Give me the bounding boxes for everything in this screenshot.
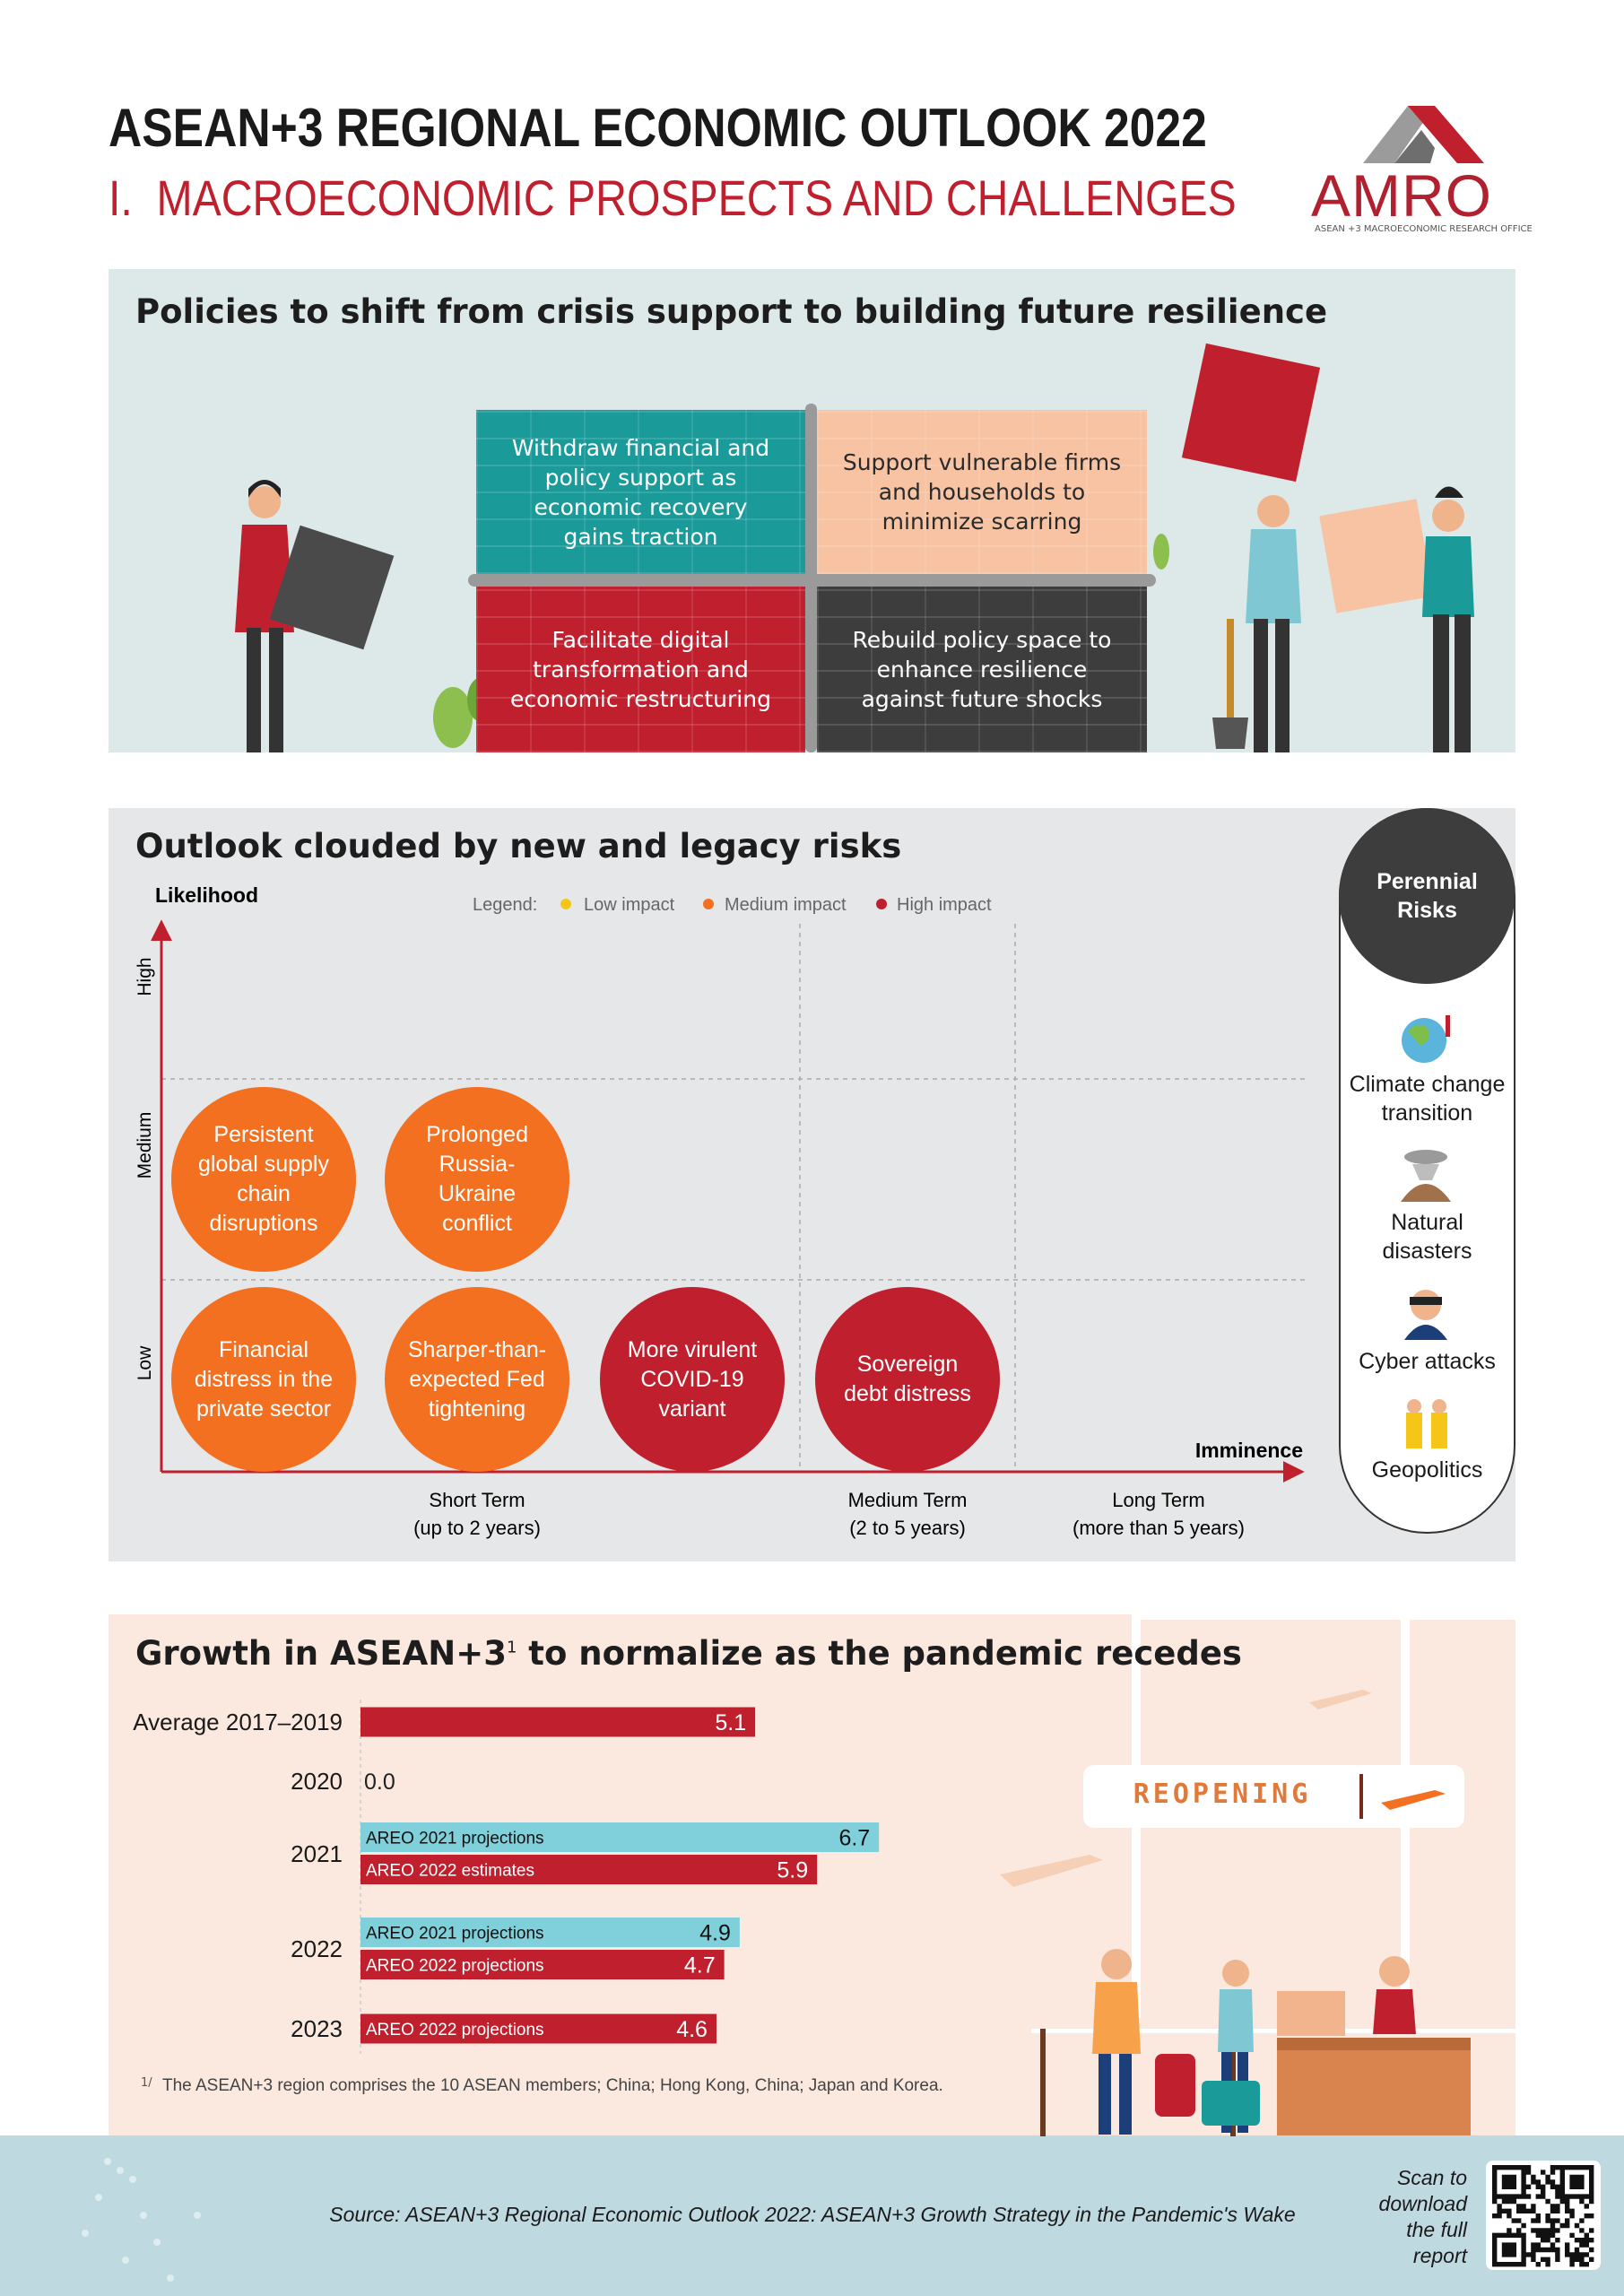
- perennial-item: Cyber attacks: [1359, 1349, 1496, 1374]
- risk-circle: Financial distress in the private sector: [171, 1287, 356, 1472]
- reopening-text: REOPENING: [1133, 1779, 1312, 1810]
- page-title: ASEAN+3 REGIONAL ECONOMIC OUTLOOK 2022: [109, 98, 1207, 158]
- title-footnote-ref: 1: [506, 1638, 517, 1657]
- sign-plane: [1381, 1790, 1446, 1810]
- logo-caption: ASEAN +3 MACROECONOMIC RESEARCH OFFICE: [1315, 224, 1533, 234]
- reopening-sign: [1083, 1765, 1464, 1828]
- footnote-marker: 1/: [141, 2076, 152, 2090]
- perennial-item: Natural disasters: [1382, 1210, 1472, 1264]
- bar: [360, 1707, 756, 1737]
- icon-cyber: [1404, 1290, 1447, 1340]
- icon-disaster: [1401, 1150, 1451, 1202]
- worker-figure: [1319, 486, 1474, 752]
- qr-code: [1492, 2165, 1594, 2267]
- legend-label: High impact: [897, 895, 992, 915]
- section-title: Growth in ASEAN+31 to normalize as the p…: [135, 1634, 1242, 1673]
- logo-mark: [1363, 106, 1484, 163]
- perennial-badge: [1339, 808, 1515, 984]
- policy-quadrant: Rebuild policy space to enhance resilien…: [817, 587, 1147, 752]
- perennial-item: Climate change transition: [1349, 1072, 1506, 1126]
- plane-silhouette: [1000, 1855, 1103, 1887]
- x-axis-title: Imminence: [1195, 1439, 1303, 1462]
- logo-text: AMRO: [1311, 162, 1492, 229]
- category-label: 2022: [291, 1935, 343, 1962]
- footnote: The ASEAN+3 region comprises the 10 ASEA…: [162, 2076, 943, 2095]
- section-title: Policies to shift from crisis support to…: [135, 292, 1328, 331]
- scan-note: Scan to download the full report: [1378, 2166, 1467, 2267]
- likelihood-label: Medium: [135, 1112, 155, 1179]
- bar: [360, 1855, 818, 1884]
- bar-series-label: AREO 2021 projections: [366, 1830, 544, 1848]
- worker-figure: [235, 480, 395, 752]
- bar-series-label: AREO 2021 projections: [366, 1925, 544, 1944]
- title-text: Growth in ASEAN+3: [135, 1634, 507, 1673]
- section-title: Outlook clouded by new and legacy risks: [135, 827, 902, 865]
- category-label: Average 2017–2019: [133, 1709, 343, 1735]
- policy-quadrant: Support vulnerable firms and households …: [817, 410, 1147, 574]
- policy-quadrant: Withdraw financial and policy support as…: [476, 410, 805, 574]
- value-label: 6.7: [838, 1826, 870, 1851]
- legend-dot: [560, 899, 571, 909]
- page-subtitle: I. MACROECONOMIC PROSPECTS AND CHALLENGE…: [109, 170, 1237, 226]
- risk-circle: Persistent global supply chain disruptio…: [171, 1087, 356, 1272]
- risk-circle: Sharper-than-expected Fed tightening: [385, 1287, 569, 1472]
- icon-climate: [1402, 1015, 1450, 1063]
- footer-band: [0, 2135, 1624, 2296]
- source-note: Source: ASEAN+3 Regional Economic Outloo…: [329, 2203, 1296, 2226]
- bar: [360, 1918, 740, 1947]
- term-range: (2 to 5 years): [849, 1517, 966, 1539]
- risk-grid: [161, 924, 1305, 1472]
- bar: [360, 1950, 725, 1979]
- category-label: 2020: [291, 1768, 343, 1795]
- risk-circle: Sovereign debt distress: [815, 1287, 1000, 1472]
- value-label: 5.9: [777, 1858, 808, 1883]
- bar-series-label: AREO 2022 projections: [366, 2021, 544, 2039]
- term-label: Short Term: [429, 1489, 525, 1511]
- plant: [1153, 534, 1169, 570]
- map-texture: [82, 2158, 201, 2282]
- term-range: (more than 5 years): [1073, 1517, 1245, 1539]
- value-label: 0.0: [364, 1770, 395, 1795]
- term-label: Medium Term: [848, 1489, 968, 1511]
- plant: [433, 678, 492, 748]
- bar-series-label: AREO 2022 projections: [366, 1957, 544, 1976]
- term-range: (up to 2 years): [413, 1517, 541, 1539]
- category-label: 2021: [291, 1840, 343, 1867]
- risk-circle: Prolonged Russia-Ukraine conflict: [385, 1087, 569, 1272]
- perennial-title: Perennial Risks: [1376, 869, 1478, 923]
- bar: [360, 1822, 880, 1852]
- bar-series-label: AREO 2022 estimates: [366, 1862, 534, 1881]
- travellers: [1031, 1949, 1515, 2136]
- wall-divider: [805, 404, 817, 752]
- value-label: 4.9: [699, 1921, 731, 1946]
- bar: [360, 2013, 716, 2044]
- term-label: Long Term: [1112, 1489, 1205, 1511]
- legend-dot: [703, 899, 714, 909]
- legend-label: Medium impact: [725, 895, 847, 915]
- likelihood-label: High: [135, 957, 155, 996]
- legend-label: Low impact: [584, 895, 675, 915]
- worker-figure: [1181, 343, 1321, 752]
- plane-silhouette: [1309, 1690, 1372, 1709]
- perennial-item: Geopolitics: [1371, 1457, 1483, 1483]
- value-label: 4.6: [676, 2017, 708, 2042]
- y-axis-title: Likelihood: [155, 883, 258, 907]
- value-label: 4.7: [684, 1953, 716, 1979]
- policy-quadrant: Facilitate digital transformation and ec…: [476, 587, 805, 752]
- value-label: 5.1: [715, 1710, 746, 1735]
- likelihood-label: Low: [135, 1345, 155, 1380]
- title-text: to normalize as the pandemic recedes: [517, 1634, 1242, 1673]
- legend-title: Legend:: [473, 895, 537, 915]
- legend-dot: [876, 899, 887, 909]
- risk-circle: More virulent COVID-19 variant: [600, 1287, 785, 1472]
- category-label: 2023: [291, 2015, 343, 2042]
- icon-geopolitics: [1406, 1399, 1447, 1448]
